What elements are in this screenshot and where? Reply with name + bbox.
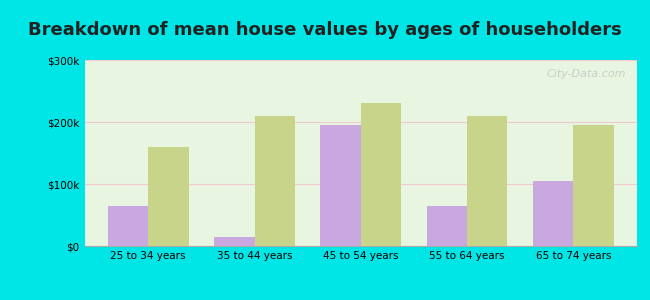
Bar xyxy=(467,116,508,246)
Bar xyxy=(108,206,148,246)
Bar xyxy=(533,181,573,246)
Bar xyxy=(255,116,295,246)
Bar xyxy=(573,125,614,246)
Bar xyxy=(361,103,401,246)
Bar xyxy=(320,125,361,246)
Text: City-Data.com: City-Data.com xyxy=(547,69,626,79)
Text: Breakdown of mean house values by ages of householders: Breakdown of mean house values by ages o… xyxy=(28,21,622,39)
Bar xyxy=(426,206,467,246)
Bar xyxy=(214,237,255,246)
Bar xyxy=(148,147,188,246)
